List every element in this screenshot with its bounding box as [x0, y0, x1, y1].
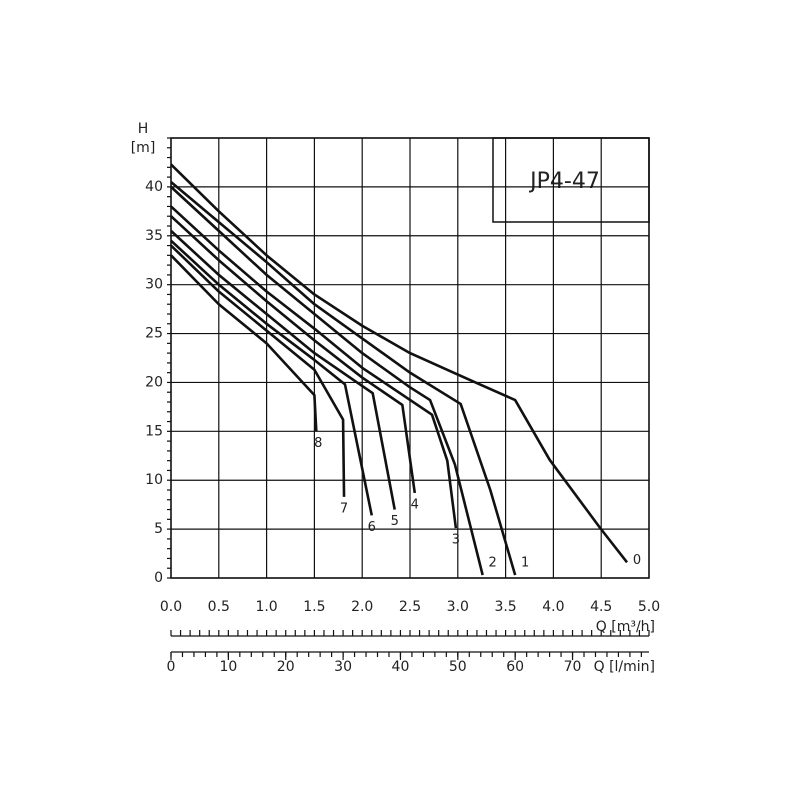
x-tick-label: 5.0 [638, 599, 660, 615]
curve-label: 6 [368, 520, 376, 535]
title-box [492, 137, 650, 223]
x-tick-label: 3.5 [494, 599, 516, 615]
pump-curve [170, 215, 417, 494]
x2-tick-label: 30 [334, 659, 352, 675]
pump-curve [170, 185, 484, 576]
y-tick-label: 25 [145, 326, 163, 342]
x-tick-label: 1.0 [255, 599, 277, 615]
x2-tick-label: 70 [564, 659, 582, 675]
x-tick-label: 2.0 [351, 599, 373, 615]
pump-curve [170, 239, 374, 516]
curve-label: 2 [489, 556, 497, 571]
curve-label: 4 [411, 497, 419, 512]
x2-tick-label: 40 [392, 659, 410, 675]
curve-label: 3 [452, 533, 460, 548]
y-tick-label: 10 [145, 472, 163, 488]
x2-tick-label: 20 [277, 659, 295, 675]
pump-curve [170, 181, 517, 576]
y-tick-label: 0 [154, 570, 163, 586]
y-tick-label: 30 [145, 277, 163, 293]
x2-tick-label: 60 [506, 659, 524, 675]
pump-curve [170, 244, 346, 497]
pump-curve [170, 163, 629, 564]
curve-label: 1 [521, 556, 529, 571]
x-tick-label: 0.5 [208, 599, 230, 615]
chart-title: JP4-47 [528, 169, 600, 194]
x-tick-label: 3.0 [447, 599, 469, 615]
x-tick-label: 4.5 [590, 599, 612, 615]
y-tick-label: 20 [145, 374, 163, 390]
y-axis-label: [m] [131, 140, 156, 156]
x-tick-label: 2.5 [399, 599, 421, 615]
curve-label: 8 [314, 436, 322, 451]
x2-tick-label: 50 [449, 659, 467, 675]
y-axis-label-top: H [138, 121, 149, 137]
x2-tick-label: 10 [219, 659, 237, 675]
pump-curve [170, 254, 318, 432]
curve-label: 5 [391, 514, 399, 529]
curve-label: 7 [340, 501, 348, 516]
curve-label: 0 [633, 553, 641, 568]
x-tick-label: 0.0 [160, 599, 182, 615]
x2-axis-label: Q [l/min] [594, 659, 655, 675]
x-tick-label: 4.0 [542, 599, 564, 615]
x-axis-label: Q [m³/h] [596, 619, 655, 635]
y-tick-label: 5 [154, 521, 163, 537]
x-tick-label: 1.5 [303, 599, 325, 615]
y-tick-label: 35 [145, 228, 163, 244]
x2-tick-label: 0 [167, 659, 176, 675]
y-tick-label: 15 [145, 423, 163, 439]
pump-curve [170, 205, 458, 529]
y-tick-label: 40 [145, 179, 163, 195]
pump-curve [170, 229, 396, 510]
